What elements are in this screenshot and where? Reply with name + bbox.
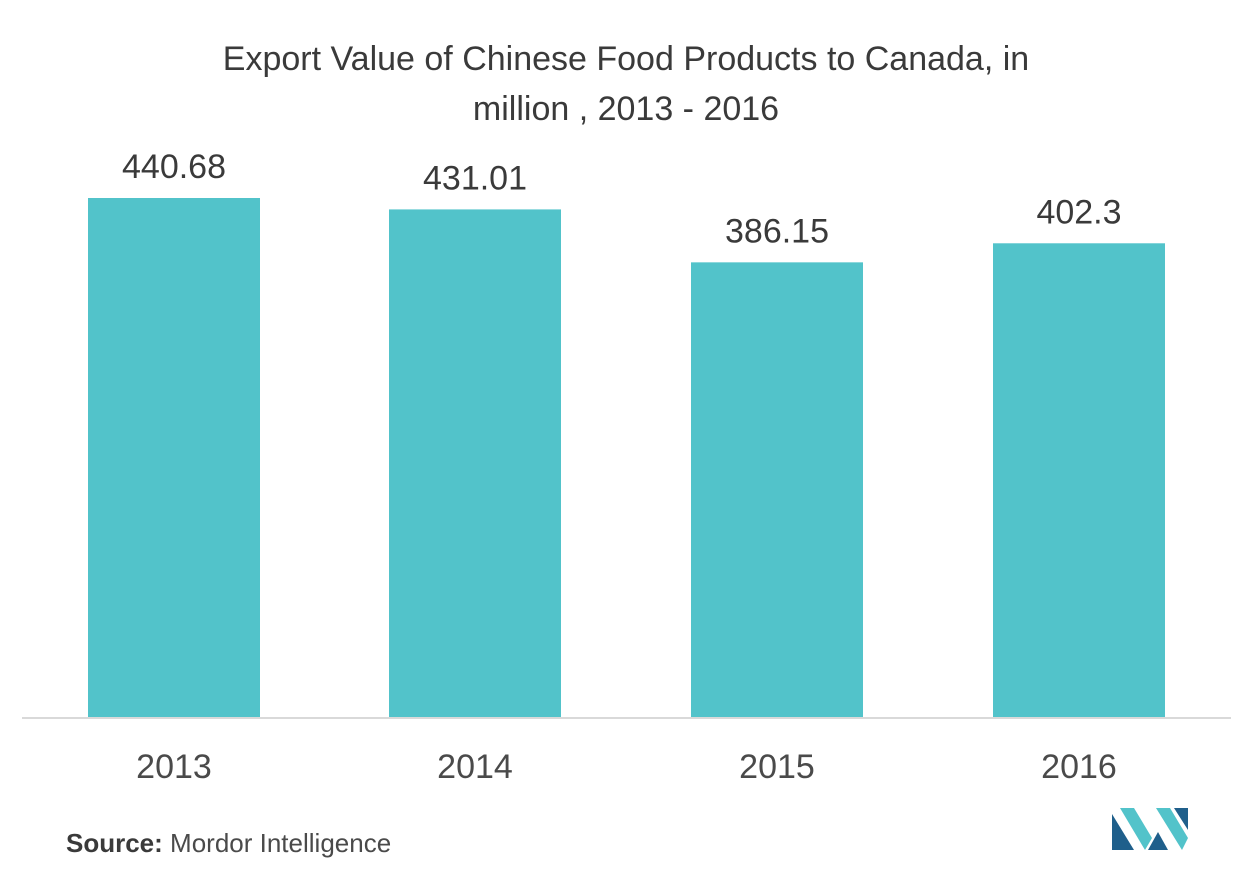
source-text: Mordor Intelligence bbox=[170, 828, 392, 858]
value-label-2014: 431.01 bbox=[423, 159, 527, 197]
bar-2015 bbox=[691, 262, 863, 718]
bars-layer: 440.68 2013 431.01 2014 386.15 2015 402.3 2016 bbox=[88, 148, 1165, 786]
value-label-2015: 386.15 bbox=[725, 212, 829, 250]
source-note: Source: Mordor Intelligence bbox=[66, 828, 391, 859]
bar-2016 bbox=[993, 243, 1165, 718]
value-label-2016: 402.3 bbox=[1036, 193, 1121, 231]
bar-2014 bbox=[389, 209, 561, 718]
source-label: Source: bbox=[66, 828, 163, 858]
x-tick-label-2013: 2013 bbox=[136, 748, 212, 786]
chart-title-line-2: million , 2013 - 2016 bbox=[473, 90, 779, 128]
x-tick-label-2016: 2016 bbox=[1041, 748, 1117, 786]
bar-2013 bbox=[88, 198, 260, 718]
mordor-intelligence-logo-icon bbox=[1112, 808, 1188, 850]
chart-title-line-1: Export Value of Chinese Food Products to… bbox=[223, 40, 1029, 78]
x-tick-label-2014: 2014 bbox=[437, 748, 513, 786]
x-tick-label-2015: 2015 bbox=[739, 748, 815, 786]
value-label-2013: 440.68 bbox=[122, 148, 226, 186]
